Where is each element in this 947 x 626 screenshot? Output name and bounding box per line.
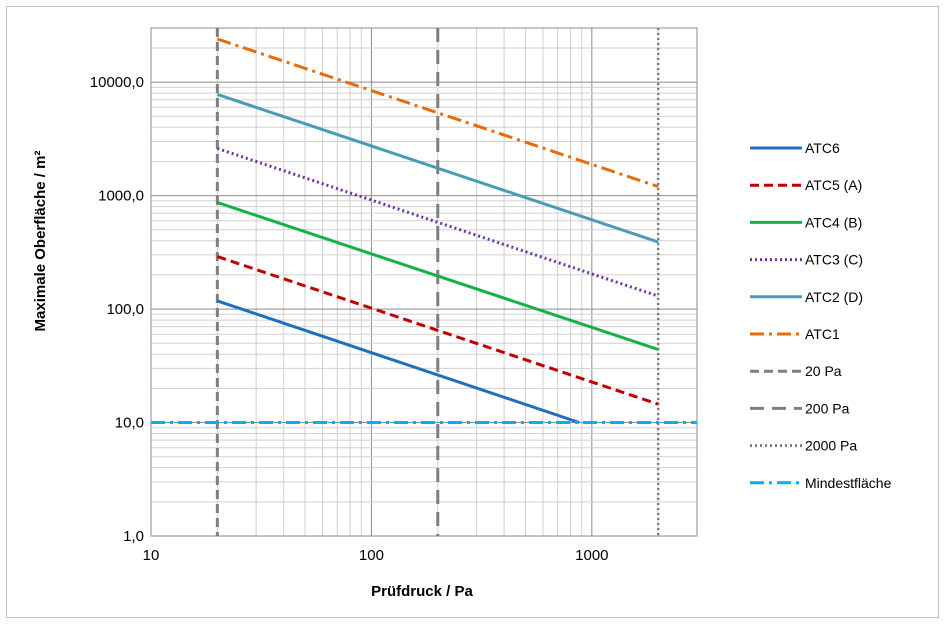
legend-label: Mindestfläche bbox=[805, 475, 892, 491]
x-tick-label: 10 bbox=[143, 547, 160, 564]
legend-label: 2000 Pa bbox=[805, 438, 857, 454]
y-tick-label: 100,0 bbox=[106, 301, 144, 318]
grid bbox=[150, 27, 698, 537]
series-lines bbox=[151, 37, 697, 425]
x-axis-title: Prüfdruck / Pa bbox=[371, 583, 473, 600]
series-line-0 bbox=[216, 299, 580, 424]
plot-border bbox=[150, 27, 698, 537]
y-axis-title: Maximale Oberfläche / m² bbox=[32, 151, 49, 332]
y-tick-labels: 1,0 10,0 100,0 1000,0 10000,0 bbox=[90, 74, 144, 545]
x-tick-labels: 10 100 1000 bbox=[143, 547, 609, 564]
legend-label: ATC5 (A) bbox=[805, 177, 862, 193]
legend-label: ATC4 (B) bbox=[805, 214, 862, 230]
legend-label: ATC6 bbox=[805, 140, 840, 156]
series-line-1 bbox=[216, 255, 659, 406]
chart: 10 100 1000 1,0 10,0 100,0 1000,0 10000,0 Prüf… bbox=[32, 27, 892, 600]
series-line-5 bbox=[216, 37, 659, 189]
y-tick-label: 1,0 bbox=[123, 528, 144, 545]
series-line-4 bbox=[216, 92, 659, 244]
legend-label: ATC1 bbox=[805, 326, 840, 342]
legend-label: ATC3 (C) bbox=[805, 252, 863, 268]
series-line-2 bbox=[216, 201, 659, 351]
y-tick-label: 10,0 bbox=[115, 415, 144, 432]
legend: ATC6 ATC5 (A) ATC4 (B) ATC3 (C) ATC2 (D) ATC1… bbox=[750, 140, 892, 491]
legend-label: 20 Pa bbox=[805, 363, 842, 379]
legend-label: 200 Pa bbox=[805, 400, 850, 416]
y-tick-label: 1000,0 bbox=[98, 188, 144, 205]
reference-lines bbox=[215, 28, 660, 536]
legend-label: ATC2 (D) bbox=[805, 289, 863, 305]
x-tick-label: 100 bbox=[359, 547, 384, 564]
chart-frame: 10 100 1000 1,0 10,0 100,0 1000,0 10000,0 Prüf… bbox=[6, 6, 939, 618]
x-tick-label: 1000 bbox=[575, 547, 608, 564]
y-tick-label: 10000,0 bbox=[90, 74, 144, 91]
